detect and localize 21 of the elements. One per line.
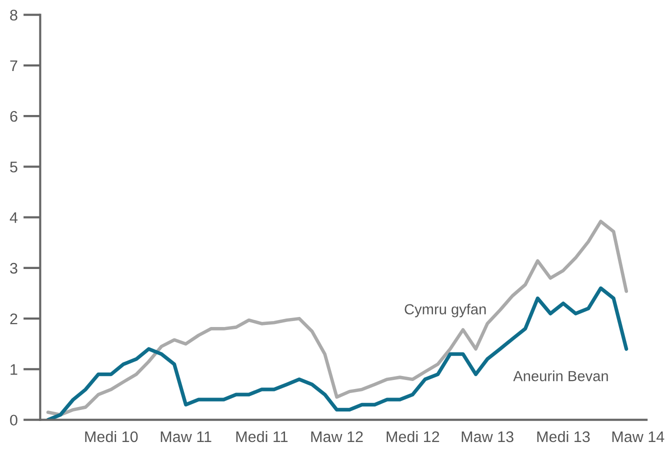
- y-tick-label: 7: [10, 60, 18, 72]
- x-tick-label: Maw 13: [462, 431, 514, 442]
- x-tick-label: Medi 12: [386, 430, 440, 442]
- x-tick-label: Maw 14: [612, 432, 664, 442]
- line-series: [46, 286, 628, 420]
- series-label: Cymru gyfan: [404, 304, 486, 318]
- x-tick-label: Medi 10: [85, 430, 138, 442]
- y-tick-label: 3: [10, 262, 18, 274]
- y-tick-label: 5: [10, 162, 18, 172]
- y-tick-label: 4: [10, 212, 18, 223]
- x-tick-label: Medi 13: [537, 430, 590, 442]
- x-tick-label: Maw 12: [311, 431, 363, 442]
- y-tick-label: 1: [10, 364, 18, 375]
- line-series: [46, 220, 628, 416]
- x-tick-label: Medi 11: [236, 430, 288, 442]
- x-tick-label: Maw 11: [160, 432, 212, 442]
- y-tick-label: 0: [10, 414, 18, 426]
- y-tick-label: 8: [10, 10, 18, 21]
- series-label: Aneurin Bevan: [513, 370, 608, 382]
- y-tick-label: 6: [10, 110, 18, 122]
- y-tick-label: 2: [10, 313, 18, 324]
